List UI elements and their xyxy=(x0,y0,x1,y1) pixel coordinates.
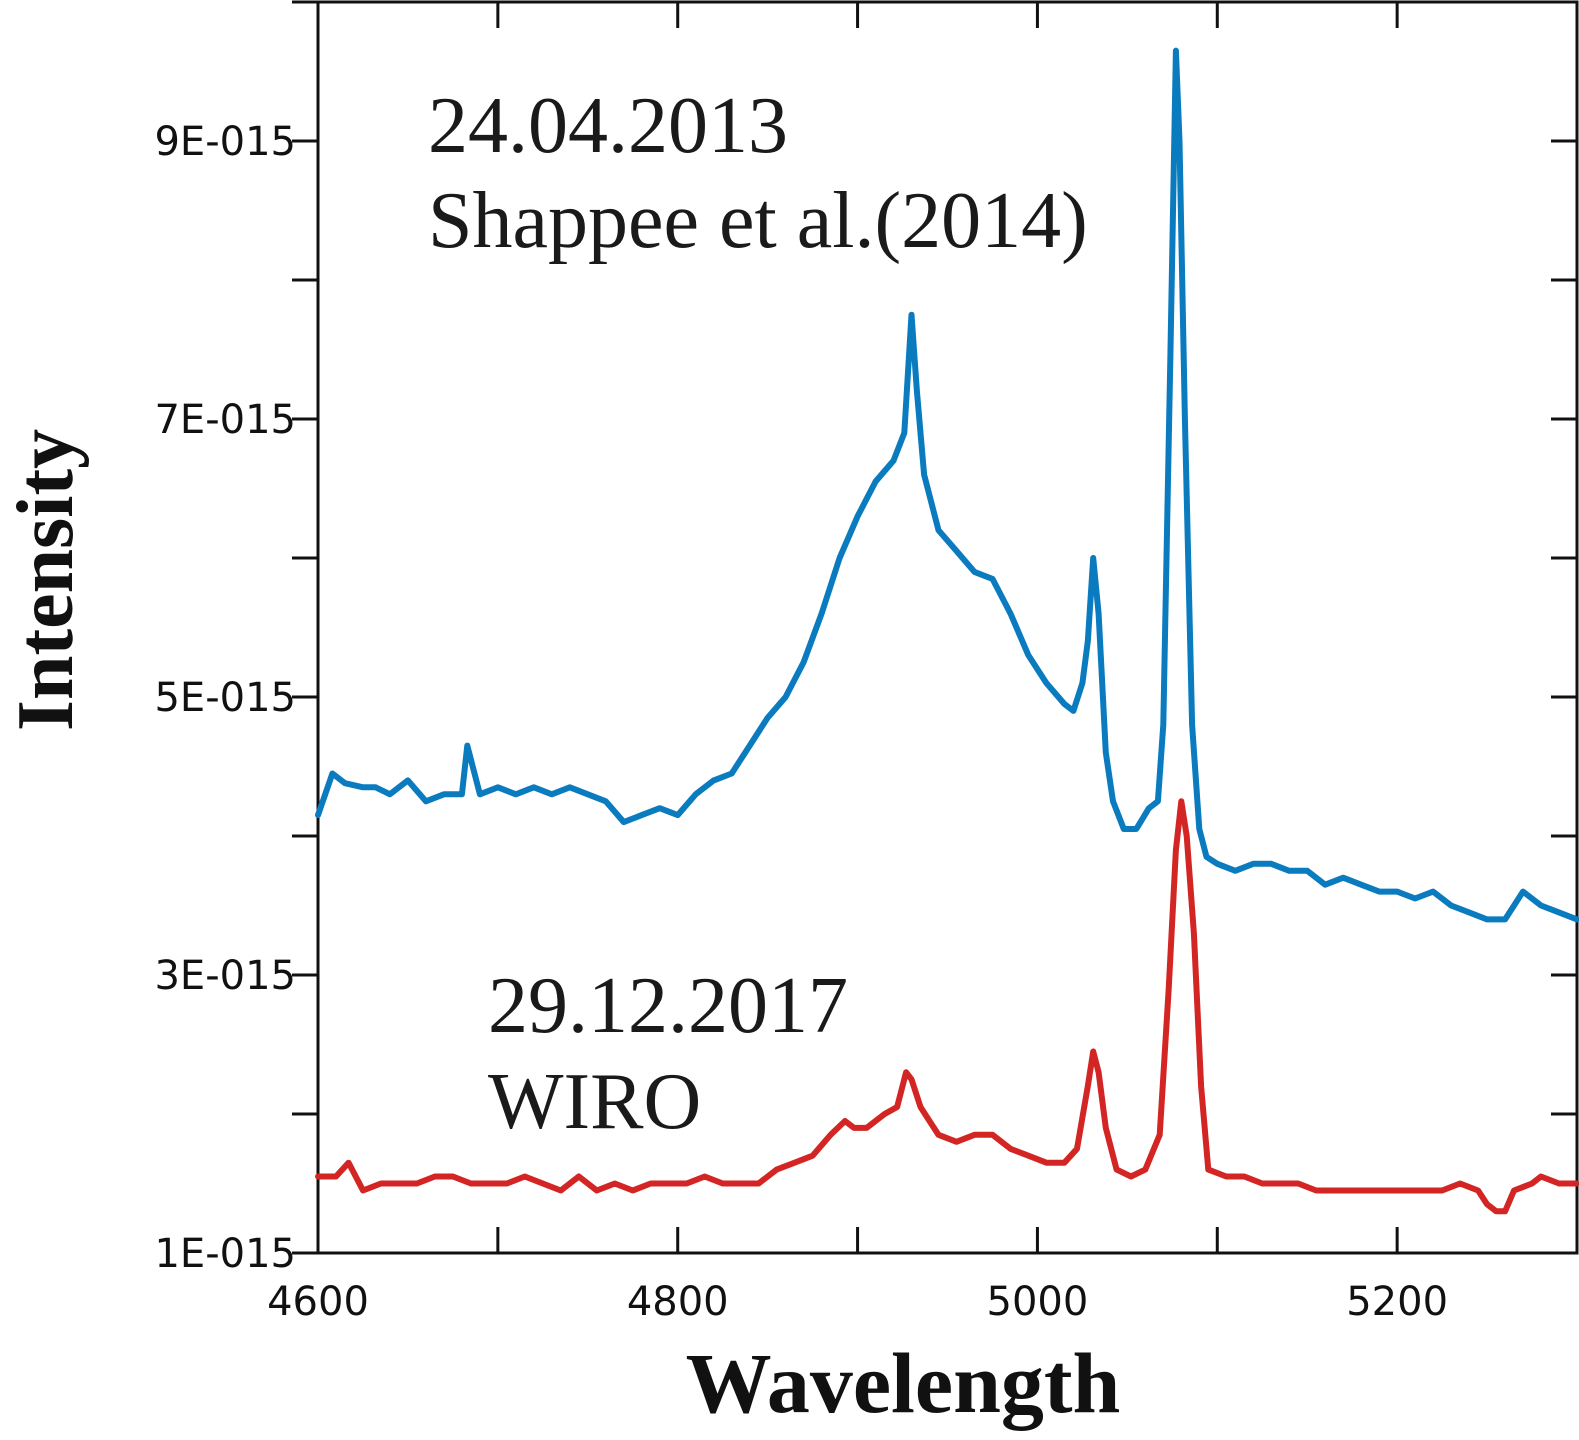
y-tick-label: 5E-015 xyxy=(154,675,296,721)
x-tick-label: 4600 xyxy=(267,1279,369,1325)
y-axis-title: Intensity xyxy=(2,429,90,731)
series-line-2017 xyxy=(315,798,1579,1215)
x-axis-title: Wavelength xyxy=(686,1335,1121,1431)
x-tick-label: 5200 xyxy=(1346,1279,1448,1325)
axis-tick-labels: 4600 4800 5000 5200 1E-015 3E-015 5E-015 7E-015… xyxy=(154,119,1448,1325)
plot-frame xyxy=(316,0,1579,1255)
y-tick-label: 9E-015 xyxy=(154,119,296,165)
annotation-blue-source: Shappee et al.(2014) xyxy=(428,177,1088,265)
y-tick-label: 3E-015 xyxy=(154,953,296,999)
axis-ticks xyxy=(292,0,1579,1255)
annotation-blue-date: 24.04.2013 xyxy=(428,82,788,170)
x-tick-label: 5000 xyxy=(987,1279,1089,1325)
annotation-red-source: WIRO xyxy=(488,1058,701,1146)
series-line-2013 xyxy=(315,47,1579,923)
y-tick-label: 1E-015 xyxy=(154,1231,296,1277)
annotation-red-date: 29.12.2017 xyxy=(488,962,848,1050)
series-layer xyxy=(315,47,1579,1215)
x-tick-label: 4800 xyxy=(627,1279,729,1325)
y-tick-label: 7E-015 xyxy=(154,397,296,443)
